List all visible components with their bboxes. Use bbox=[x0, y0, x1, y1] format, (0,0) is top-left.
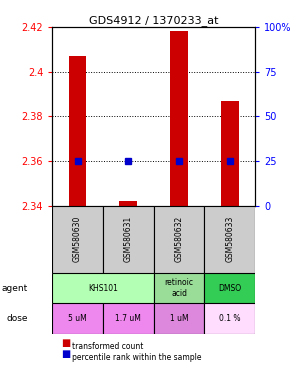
Text: KHS101: KHS101 bbox=[88, 283, 118, 293]
FancyBboxPatch shape bbox=[204, 303, 255, 334]
FancyBboxPatch shape bbox=[204, 205, 255, 273]
Bar bbox=[170, 31, 188, 205]
Text: GSM580630: GSM580630 bbox=[73, 216, 82, 262]
FancyBboxPatch shape bbox=[103, 303, 154, 334]
FancyBboxPatch shape bbox=[103, 205, 154, 273]
Bar bbox=[221, 101, 239, 205]
Text: transformed count: transformed count bbox=[72, 342, 144, 351]
Text: percentile rank within the sample: percentile rank within the sample bbox=[72, 353, 202, 362]
Text: GSM580633: GSM580633 bbox=[225, 216, 234, 262]
Text: agent: agent bbox=[1, 283, 28, 293]
FancyBboxPatch shape bbox=[154, 273, 204, 303]
Text: 5 uM: 5 uM bbox=[68, 314, 87, 323]
FancyBboxPatch shape bbox=[52, 205, 103, 273]
Text: dose: dose bbox=[6, 314, 28, 323]
FancyBboxPatch shape bbox=[52, 303, 103, 334]
FancyBboxPatch shape bbox=[52, 273, 154, 303]
Text: ■: ■ bbox=[61, 349, 70, 359]
FancyBboxPatch shape bbox=[154, 303, 204, 334]
Text: 1 uM: 1 uM bbox=[170, 314, 188, 323]
Text: ■: ■ bbox=[61, 338, 70, 348]
Text: 0.1 %: 0.1 % bbox=[219, 314, 241, 323]
Text: retinoic
acid: retinoic acid bbox=[165, 278, 194, 298]
Text: GSM580631: GSM580631 bbox=[124, 216, 133, 262]
Bar bbox=[119, 201, 137, 205]
Text: DMSO: DMSO bbox=[218, 283, 241, 293]
FancyBboxPatch shape bbox=[154, 205, 204, 273]
FancyBboxPatch shape bbox=[204, 273, 255, 303]
Bar bbox=[69, 56, 86, 205]
Title: GDS4912 / 1370233_at: GDS4912 / 1370233_at bbox=[89, 15, 218, 26]
Text: GSM580632: GSM580632 bbox=[175, 216, 184, 262]
Text: 1.7 uM: 1.7 uM bbox=[115, 314, 141, 323]
